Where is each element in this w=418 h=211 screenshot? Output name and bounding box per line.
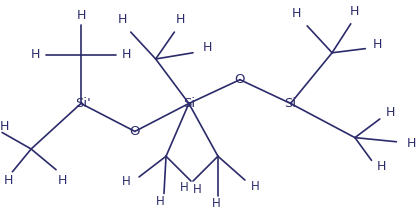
Text: H: H bbox=[251, 180, 260, 193]
Text: O: O bbox=[234, 73, 245, 86]
Text: H: H bbox=[350, 5, 359, 18]
Text: H: H bbox=[385, 106, 395, 119]
Text: Si: Si bbox=[183, 97, 195, 110]
Text: H: H bbox=[212, 197, 220, 210]
Text: H: H bbox=[122, 48, 131, 61]
Text: H: H bbox=[58, 173, 67, 187]
Text: H: H bbox=[203, 41, 212, 54]
Text: H: H bbox=[292, 7, 301, 20]
Text: Si: Si bbox=[285, 97, 297, 110]
Text: O: O bbox=[130, 125, 140, 138]
Text: H: H bbox=[31, 48, 40, 61]
Text: H: H bbox=[373, 38, 382, 51]
Text: H: H bbox=[193, 183, 201, 196]
Text: H: H bbox=[118, 13, 127, 26]
Text: H: H bbox=[407, 137, 416, 150]
Text: H: H bbox=[180, 181, 189, 194]
Text: H: H bbox=[155, 195, 164, 208]
Text: H: H bbox=[0, 120, 9, 133]
Text: H: H bbox=[4, 173, 13, 187]
Text: Si': Si' bbox=[75, 97, 91, 110]
Text: H: H bbox=[377, 160, 387, 173]
Text: H: H bbox=[176, 13, 185, 26]
Text: H: H bbox=[76, 9, 86, 22]
Text: H: H bbox=[122, 174, 131, 188]
